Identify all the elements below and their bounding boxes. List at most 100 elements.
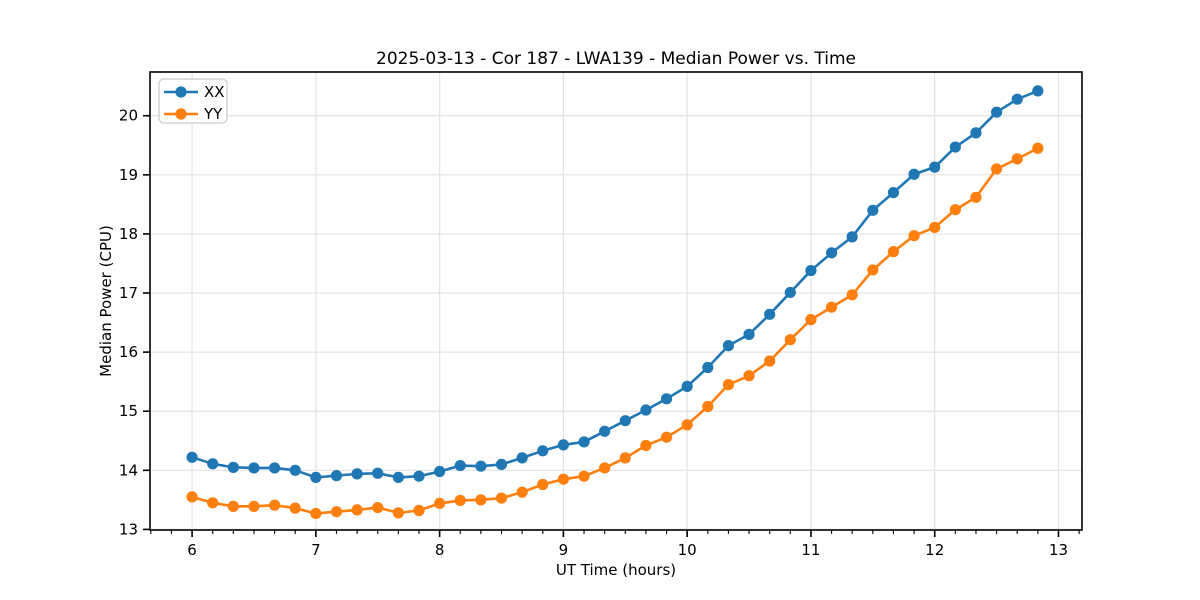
data-point-xx	[743, 328, 755, 340]
legend-sample-marker-xx	[175, 86, 187, 98]
data-point-xx	[764, 308, 776, 320]
y-tick-label: 15	[119, 402, 138, 420]
data-point-yy	[207, 497, 219, 509]
y-tick-label: 16	[119, 343, 138, 361]
data-point-yy	[372, 501, 384, 514]
data-point-yy	[805, 314, 817, 326]
y-axis-label: Median Power (CPU)	[97, 225, 115, 377]
x-tick-label: 8	[435, 541, 445, 559]
data-point-yy	[846, 289, 858, 301]
plot-border	[149, 71, 1083, 531]
tick-label-layer: 13 14 15 16 17 18 19 20 6 7 8 9 10 11 12 13	[119, 107, 1068, 559]
series-xx	[186, 85, 1044, 483]
data-point-xx	[434, 465, 446, 478]
data-point-xx	[248, 462, 260, 474]
data-point-yy	[1011, 153, 1023, 165]
plot-area-background	[150, 72, 1082, 530]
data-point-xx	[269, 462, 281, 474]
data-point-xx	[289, 464, 301, 476]
data-point-yy	[413, 504, 425, 517]
chart-title: 2025-03-13 - Cor 187 - LWA139 - Median P…	[376, 49, 856, 69]
data-point-xx	[722, 340, 735, 352]
data-point-xx	[351, 468, 363, 480]
data-point-yy	[516, 486, 528, 498]
data-point-yy	[619, 452, 631, 464]
data-point-yy	[269, 499, 281, 511]
data-point-yy	[702, 400, 714, 413]
data-point-yy	[289, 502, 301, 514]
data-point-xx	[825, 247, 838, 259]
x-tick-label: 11	[801, 541, 820, 559]
y-tick-label: 19	[119, 166, 138, 184]
data-point-xx	[392, 471, 404, 483]
data-point-yy	[991, 163, 1003, 175]
data-point-yy	[640, 439, 652, 452]
data-point-yy	[681, 419, 693, 431]
data-point-xx	[805, 264, 817, 277]
y-tick-label: 13	[119, 520, 138, 538]
legend-sample-marker-yy	[175, 108, 187, 120]
data-point-xx	[207, 458, 219, 470]
data-point-xx	[887, 186, 900, 199]
data-point-xx	[908, 168, 920, 180]
data-point-yy	[722, 379, 735, 391]
data-point-yy	[557, 473, 570, 485]
x-tick-label: 7	[311, 541, 321, 559]
data-point-yy	[392, 507, 404, 519]
y-tick-label: 14	[119, 461, 138, 479]
y-tick-label: 17	[119, 284, 138, 302]
data-point-yy	[660, 431, 673, 443]
data-point-yy	[784, 334, 796, 346]
data-point-yy	[825, 301, 838, 313]
data-point-xx	[516, 452, 528, 464]
data-point-yy	[248, 500, 260, 512]
data-point-xx	[784, 286, 796, 299]
data-point-yy	[227, 500, 239, 512]
data-point-yy	[186, 491, 198, 503]
y-tick-label: 18	[119, 225, 138, 243]
data-point-yy	[475, 494, 487, 506]
data-point-xx	[372, 467, 384, 479]
data-point-yy	[764, 355, 776, 367]
data-point-yy	[1032, 142, 1044, 154]
data-point-xx	[702, 361, 714, 374]
data-point-xx	[1032, 85, 1044, 97]
data-point-xx	[578, 436, 590, 448]
x-tick-label: 13	[1049, 541, 1068, 559]
data-point-xx	[454, 459, 466, 472]
x-tick-label: 6	[187, 541, 197, 559]
data-point-yy	[929, 221, 941, 234]
tick-layer	[143, 114, 1080, 537]
data-point-xx	[557, 439, 570, 451]
data-point-yy	[330, 506, 343, 518]
data-point-yy	[887, 246, 900, 258]
data-point-xx	[949, 141, 961, 153]
data-point-yy	[434, 497, 446, 510]
data-point-xx	[640, 404, 652, 416]
y-tick-label: 20	[119, 107, 138, 125]
x-axis-label: UT Time (hours)	[556, 561, 676, 579]
data-point-xx	[970, 127, 982, 139]
data-point-xx	[599, 425, 611, 437]
x-tick-label: 12	[925, 541, 944, 559]
data-point-xx	[1011, 93, 1023, 105]
data-point-xx	[495, 458, 508, 470]
data-point-yy	[578, 470, 590, 482]
data-point-yy	[743, 370, 755, 382]
data-point-yy	[351, 504, 363, 516]
x-tick-label: 10	[678, 541, 697, 559]
series-layer	[186, 85, 1044, 520]
data-point-xx	[867, 204, 879, 216]
data-point-xx	[413, 470, 425, 482]
data-point-xx	[991, 106, 1003, 118]
data-point-xx	[929, 161, 941, 173]
data-point-xx	[475, 460, 487, 472]
data-point-yy	[908, 230, 920, 242]
series-yy	[186, 142, 1044, 520]
data-point-xx	[846, 231, 858, 243]
data-point-xx	[330, 470, 343, 482]
data-point-yy	[310, 507, 322, 520]
x-tick-label: 9	[559, 541, 569, 559]
